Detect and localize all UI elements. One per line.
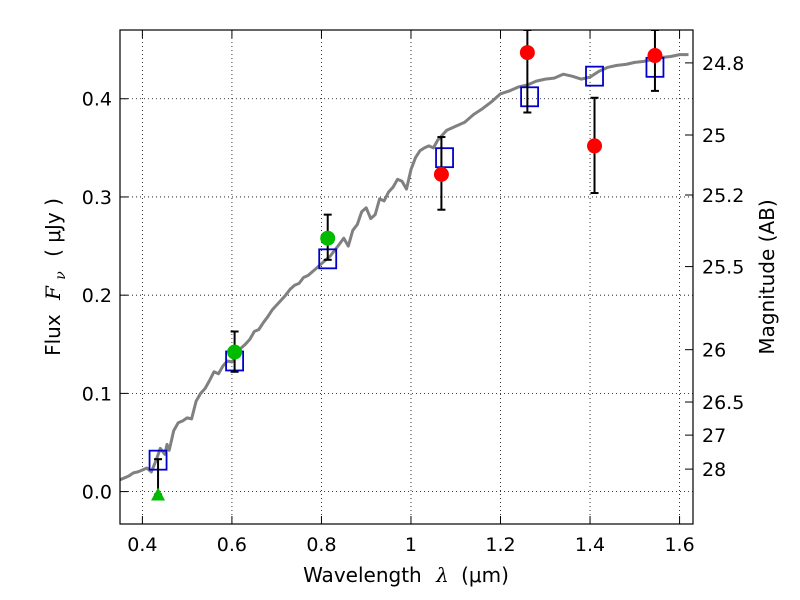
y-tick-label-3: 0.3 xyxy=(82,187,112,209)
y-axis-label: Flux F ν ( μJy ) xyxy=(41,198,70,356)
x-tick-label-3: 1 xyxy=(405,534,417,556)
y2-tick-label-1: 25 xyxy=(702,125,726,147)
y2-tick-label-6: 27 xyxy=(702,425,726,447)
detections-red-point-0 xyxy=(433,166,449,182)
plot-frame xyxy=(119,29,694,525)
y2-axis-label: Magnitude (AB) xyxy=(755,199,779,354)
y-axis-label-text: Flux xyxy=(41,314,65,356)
x-axis-label-text: Wavelength xyxy=(303,563,422,587)
model-bandpass-point-4 xyxy=(520,86,540,108)
y2-tick-label-3: 25.5 xyxy=(702,257,744,279)
y2-tick-label-5: 26.5 xyxy=(702,392,744,414)
x-tick-label-4: 1.2 xyxy=(485,534,515,556)
detections-red-point-1 xyxy=(519,45,535,61)
ticks: 0.4 0.6 0.8 1 1.2 1.4 1.6 0.0 0.1 0.2 0.3 0.4 24.8 25… xyxy=(82,30,744,556)
y2-tick-label-4: 26 xyxy=(702,340,726,362)
y2-tick-label-0: 24.8 xyxy=(702,53,744,75)
y-axis-label-subscript: ν xyxy=(53,271,69,280)
y2-tick-label-7: 28 xyxy=(702,459,726,481)
x-axis-label: Wavelength λ (μm) xyxy=(303,563,509,587)
y-tick-label-0: 0.0 xyxy=(82,482,112,504)
series-detections-green xyxy=(227,213,336,373)
x-tick-label-1: 0.6 xyxy=(217,534,247,556)
series-upper-limit-green xyxy=(151,458,166,501)
data-layer xyxy=(120,30,689,501)
y-tick-label-2: 0.2 xyxy=(82,285,112,307)
y2-tick-label-2: 25.2 xyxy=(702,185,744,207)
detections-red-point-2 xyxy=(587,138,603,154)
x-tick-label-6: 1.6 xyxy=(664,534,694,556)
detections-green-point-1 xyxy=(320,230,336,246)
x-tick-label-2: 0.8 xyxy=(306,534,336,556)
y-tick-label-1: 0.1 xyxy=(82,383,112,405)
spectrum-line xyxy=(120,53,689,482)
series-detections-red xyxy=(433,30,663,211)
upper-limit-green-point-0 xyxy=(151,487,166,501)
x-tick-label-0: 0.4 xyxy=(127,534,157,556)
detections-green-point-0 xyxy=(227,344,243,360)
x-tick-label-5: 1.4 xyxy=(575,534,605,556)
y-axis-label-unit: ( μJy ) xyxy=(41,198,65,257)
model-bandpass-point-5 xyxy=(585,65,604,87)
x-axis-label-symbol: λ xyxy=(435,563,449,587)
model-bandpass-point-3 xyxy=(435,147,454,169)
y-axis-label-symbol: F xyxy=(41,285,65,301)
detections-red-point-3 xyxy=(647,48,663,64)
y-tick-label-4: 0.4 xyxy=(82,89,112,111)
x-axis-label-unit: (μm) xyxy=(461,563,509,587)
series-model-spectrum xyxy=(120,53,689,482)
